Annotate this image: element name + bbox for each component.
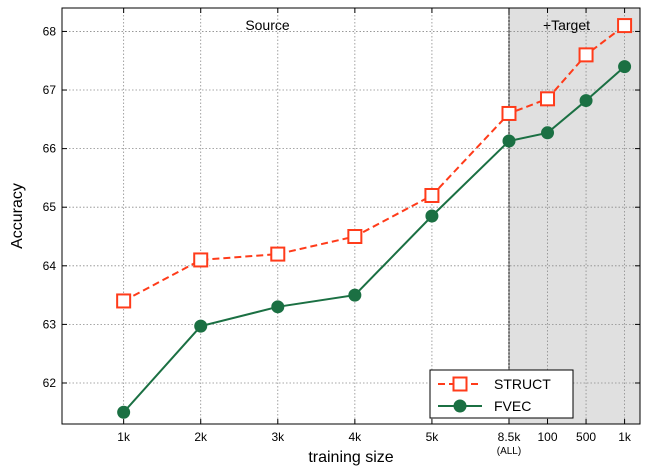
y-tick-label-1: 63: [43, 317, 57, 331]
series-layer: [116, 18, 633, 419]
point-struct-2: [270, 246, 286, 262]
x-tick-label-0: 1k: [117, 430, 131, 444]
region-label-1: +Target: [543, 17, 590, 33]
legend-label-struct: STRUCT: [494, 376, 551, 392]
x-tick-label-2: 3k: [271, 430, 285, 444]
point-fvec-1: [194, 319, 208, 333]
region-label-0: Source: [245, 17, 290, 33]
x-tick-sublabel-5: (ALL): [497, 446, 521, 457]
y-tick-label-6: 68: [43, 24, 57, 38]
y-axis-label: Accuracy: [9, 183, 26, 249]
x-tick-label-6: 100: [538, 430, 558, 444]
legend-marker-struct: [452, 376, 468, 392]
plot-border: [61, 7, 641, 425]
point-fvec-3: [348, 288, 362, 302]
point-struct-6: [540, 91, 556, 107]
x-tick-label-8: 1k: [618, 430, 632, 444]
point-struct-4: [424, 187, 440, 203]
y-tick-label-5: 67: [43, 83, 57, 97]
y-tick-label-2: 64: [43, 259, 57, 273]
region-shade-1: [508, 8, 640, 424]
point-fvec-0: [117, 405, 131, 419]
point-fvec-6: [541, 126, 555, 140]
x-tick-label-3: 4k: [349, 430, 363, 444]
region-layer: Source +Target: [245, 8, 640, 424]
y-tick-label-0: 62: [43, 376, 57, 390]
legend-marker-fvec: [453, 399, 467, 413]
x-axis-label: training size: [308, 449, 393, 466]
x-tick-label-7: 500: [576, 430, 596, 444]
legend-label-fvec: FVEC: [494, 398, 531, 414]
tick-layer: 62 63 64 65 66 67 68 1k 2k 3k 4k 5k 8.5k (ALL) 100 500 1…: [43, 8, 640, 457]
point-struct-0: [116, 293, 132, 309]
point-fvec-2: [271, 300, 285, 314]
legend: STRUCT FVEC: [429, 369, 574, 419]
grid-layer: [62, 8, 640, 424]
point-fvec-5: [502, 134, 516, 148]
x-tick-label-4: 5k: [426, 430, 440, 444]
point-struct-1: [193, 252, 209, 268]
point-struct-7: [578, 47, 594, 63]
point-fvec-7: [579, 94, 593, 108]
y-tick-label-4: 66: [43, 142, 57, 156]
point-struct-3: [347, 229, 363, 245]
plot-frame: [61, 7, 641, 425]
y-tick-label-3: 65: [43, 200, 57, 214]
point-struct-8: [617, 18, 633, 34]
point-struct-5: [501, 105, 517, 121]
x-tick-label-1: 2k: [194, 430, 208, 444]
point-fvec-8: [618, 60, 632, 74]
x-tick-label-5: 8.5k: [498, 430, 522, 444]
point-fvec-4: [425, 209, 439, 223]
